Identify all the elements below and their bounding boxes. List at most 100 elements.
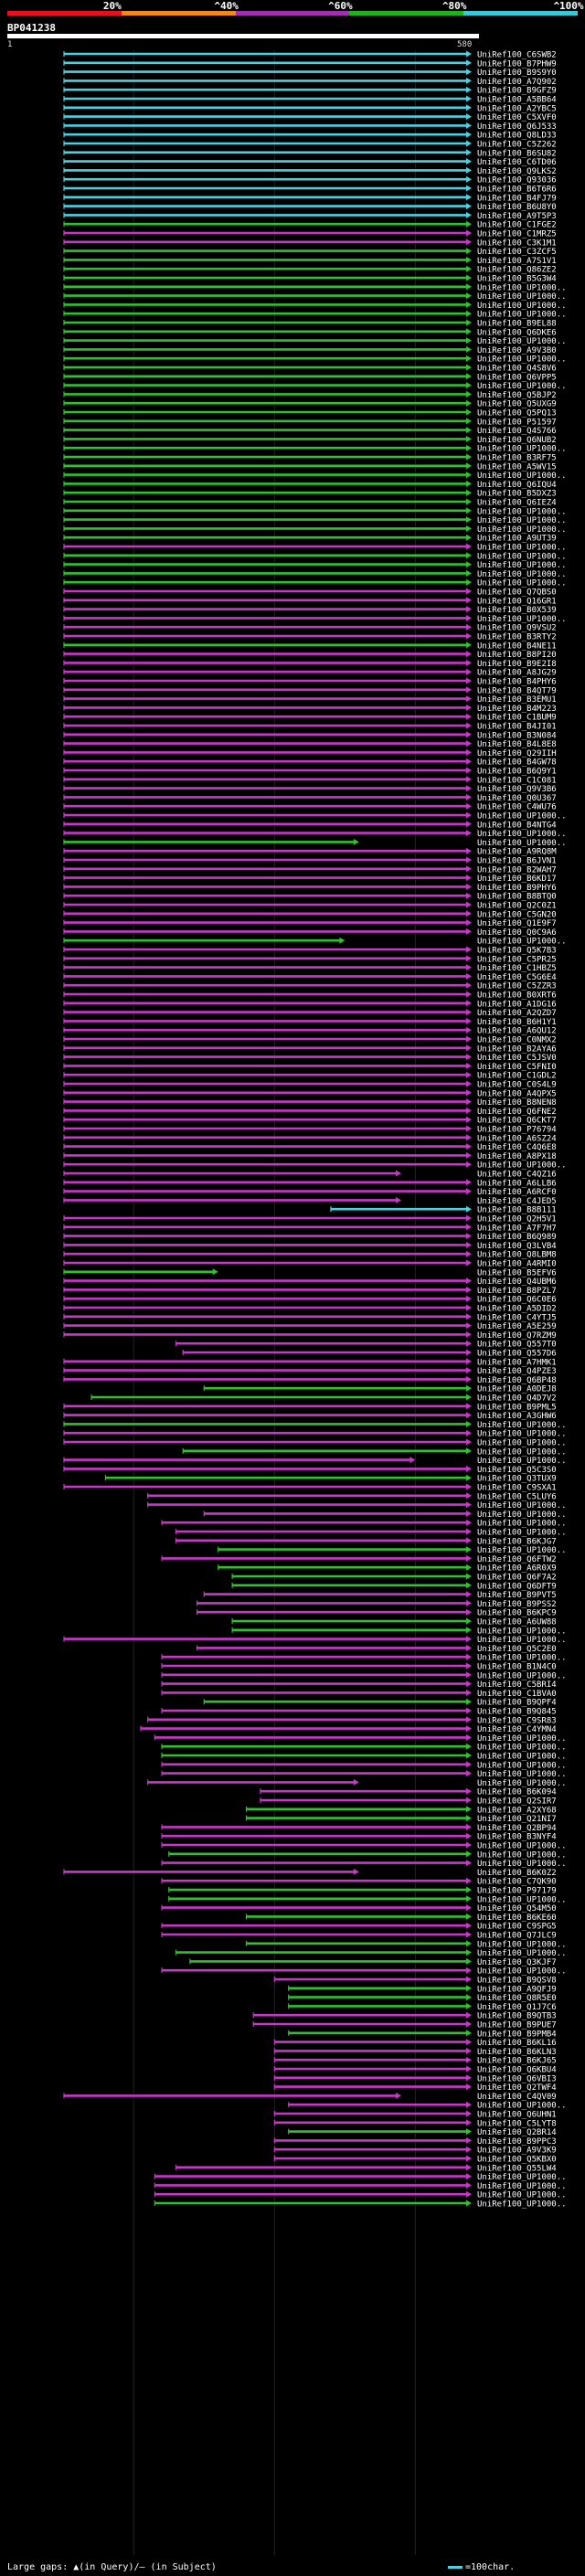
hit-row[interactable]: UniRef100_C1C081 (63, 776, 557, 785)
hit-row[interactable]: UniRef100_C3ZCF5 (63, 248, 557, 257)
hit-row[interactable]: UniRef100_UP1000.. (231, 1627, 567, 1636)
hit-name[interactable]: UniRef100_B8NEN8 (477, 1098, 557, 1108)
hit-name[interactable]: UniRef100_UP1000.. (477, 1421, 567, 1430)
hit-name[interactable]: UniRef100_UP1000.. (477, 283, 567, 292)
hit-name[interactable]: UniRef100_C5ZZR3 (477, 982, 557, 991)
hit-row[interactable]: UniRef100_B5DXZ3 (63, 489, 557, 499)
hit-row[interactable]: UniRef100_A8JG29 (63, 668, 557, 678)
hit-name[interactable]: UniRef100_C4QZ16 (477, 1171, 557, 1180)
hit-row[interactable]: UniRef100_Q9LKS2 (63, 166, 557, 176)
hit-name[interactable]: UniRef100_B9EL88 (477, 320, 557, 329)
hit-name[interactable]: UniRef100_Q8R5E0 (477, 1994, 557, 2003)
hit-name[interactable]: UniRef100_Q6FTW2 (477, 1555, 557, 1564)
hit-name[interactable]: UniRef100_Q557D6 (477, 1350, 557, 1359)
hit-row[interactable]: UniRef100_Q6UHN1 (273, 2110, 557, 2120)
hit-row[interactable]: UniRef100_C7QK90 (161, 1877, 557, 1887)
hit-name[interactable]: UniRef100_Q5KBX0 (477, 2156, 557, 2165)
hit-row[interactable]: UniRef100_Q7RZM9 (63, 1330, 557, 1341)
hit-row[interactable]: UniRef100_A2YBC5 (63, 104, 557, 113)
hit-name[interactable]: UniRef100_Q9LKS2 (477, 167, 557, 176)
hit-row[interactable]: UniRef100_Q2BR14 (288, 2128, 557, 2137)
hit-row[interactable]: UniRef100_Q2BP94 (161, 1823, 557, 1833)
hit-name[interactable]: UniRef100_A5DID2 (477, 1305, 557, 1314)
hit-row[interactable]: UniRef100_Q5K7B3 (63, 946, 557, 956)
hit-name[interactable]: UniRef100_B9Q845 (477, 1708, 557, 1717)
hit-name[interactable]: UniRef100_B3RF75 (477, 454, 557, 463)
hit-name[interactable]: UniRef100_Q1J7C6 (477, 2003, 557, 2012)
hit-name[interactable]: UniRef100_Q4UBM6 (477, 1277, 557, 1287)
hit-name[interactable]: UniRef100_B4JI01 (477, 723, 557, 732)
hit-name[interactable]: UniRef100_Q2C0Z1 (477, 902, 557, 911)
hit-row[interactable]: UniRef100_Q5PQ13 (63, 408, 557, 419)
hit-name[interactable]: UniRef100_B6K094 (477, 1788, 557, 1797)
hit-row[interactable]: UniRef100_C6TD06 (63, 158, 557, 167)
hit-name[interactable]: UniRef100_C6SWB2 (477, 51, 557, 60)
hit-row[interactable]: UniRef100_Q6DKE6 (63, 328, 557, 337)
hit-name[interactable]: UniRef100_B9PVT5 (477, 1591, 557, 1600)
hit-row[interactable]: UniRef100_UP1000.. (161, 1966, 567, 1977)
hit-name[interactable]: UniRef100_B6SU82 (477, 149, 557, 158)
hit-name[interactable]: UniRef100_B6KE60 (477, 1913, 557, 1923)
hit-row[interactable]: UniRef100_UP1000.. (147, 1501, 567, 1511)
hit-name[interactable]: UniRef100_UP1000.. (477, 570, 567, 579)
hit-name[interactable]: UniRef100_A5E259 (477, 1322, 557, 1331)
hit-name[interactable]: UniRef100_UP1000.. (477, 1761, 567, 1770)
hit-name[interactable]: UniRef100_Q2BP94 (477, 1824, 557, 1833)
hit-row[interactable]: UniRef100_Q16GR1 (63, 597, 557, 606)
hit-name[interactable]: UniRef100_Q0C9A6 (477, 928, 557, 938)
hit-row[interactable]: UniRef100_UP1000.. (63, 830, 567, 839)
hit-row[interactable]: UniRef100_C5BRI4 (161, 1680, 557, 1690)
hit-row[interactable]: UniRef100_C1BVA0 (161, 1689, 557, 1699)
hit-name[interactable]: UniRef100_Q4S8V6 (477, 365, 557, 374)
hit-name[interactable]: UniRef100_Q54M50 (477, 1904, 557, 1913)
hit-row[interactable]: UniRef100_A7F7H7 (63, 1224, 557, 1233)
hit-row[interactable]: UniRef100_A9T5P3 (63, 211, 557, 221)
hit-name[interactable]: UniRef100_UP1000.. (477, 812, 567, 822)
hit-row[interactable]: UniRef100_UP1000.. (161, 1653, 567, 1663)
hit-name[interactable]: UniRef100_B9PML5 (477, 1403, 557, 1412)
hit-name[interactable]: UniRef100_B3NYF4 (477, 1833, 557, 1842)
hit-name[interactable]: UniRef100_Q6IEZ4 (477, 499, 557, 508)
hit-name[interactable]: UniRef100_B3EMU1 (477, 695, 557, 705)
hit-row[interactable]: UniRef100_Q8R5E0 (288, 1994, 557, 2003)
hit-name[interactable]: UniRef100_C5GN20 (477, 910, 557, 919)
hit-row[interactable]: UniRef100_Q6VPP5 (63, 373, 557, 382)
hit-name[interactable]: UniRef100_Q3KJF7 (477, 1958, 557, 1967)
hit-name[interactable]: UniRef100_B6KJ65 (477, 2057, 557, 2066)
hit-name[interactable]: UniRef100_Q2TWF4 (477, 2083, 557, 2093)
hit-name[interactable]: UniRef100_B8PZL7 (477, 1287, 557, 1296)
hit-row[interactable]: UniRef100_A7HMK1 (63, 1358, 557, 1367)
hit-name[interactable]: UniRef100_C4Q6E8 (477, 1143, 557, 1152)
hit-name[interactable]: UniRef100_UP1000.. (477, 507, 567, 516)
hit-name[interactable]: UniRef100_Q2SIR7 (477, 1797, 557, 1807)
hit-name[interactable]: UniRef100_Q4PZE3 (477, 1367, 557, 1376)
hit-name[interactable]: UniRef100_UP1000.. (477, 1546, 567, 1555)
hit-name[interactable]: UniRef100_UP1000.. (477, 544, 567, 553)
hit-name[interactable]: UniRef100_A9V3K9 (477, 2147, 557, 2156)
hit-row[interactable]: UniRef100_Q9V3B6 (63, 785, 557, 794)
hit-row[interactable]: UniRef100_B4JI01 (63, 722, 557, 732)
hit-row[interactable]: UniRef100_B9E2I8 (63, 659, 557, 669)
hit-name[interactable]: UniRef100_B8PI20 (477, 651, 557, 660)
hit-row[interactable]: UniRef100_UP1000.. (63, 1457, 567, 1466)
hit-name[interactable]: UniRef100_Q6FNE2 (477, 1108, 557, 1117)
hit-row[interactable]: UniRef100_UP1000.. (63, 561, 567, 570)
hit-row[interactable]: UniRef100_Q6C0E6 (63, 1295, 557, 1305)
hit-name[interactable]: UniRef100_C4WU76 (477, 803, 557, 812)
hit-row[interactable]: UniRef100_B1N4C0 (161, 1662, 557, 1672)
hit-row[interactable]: UniRef100_A9QFJ9 (288, 1985, 557, 1994)
hit-name[interactable]: UniRef100_C1MRZ5 (477, 230, 557, 239)
hit-row[interactable]: UniRef100_B6H1Y1 (63, 1017, 557, 1027)
hit-row[interactable]: UniRef100_Q3TUX9 (104, 1474, 557, 1484)
hit-name[interactable]: UniRef100_A2QZD7 (477, 1009, 557, 1018)
hit-name[interactable]: UniRef100_Q557T0 (477, 1341, 557, 1350)
hit-name[interactable]: UniRef100_A6R0X9 (477, 1564, 557, 1574)
hit-name[interactable]: UniRef100_A9UT39 (477, 535, 557, 544)
hit-row[interactable]: UniRef100_A5E259 (63, 1322, 557, 1331)
hit-name[interactable]: UniRef100_UP1000.. (477, 525, 567, 535)
hit-row[interactable]: UniRef100_B3EMU1 (63, 695, 557, 705)
hit-name[interactable]: UniRef100_A6UW88 (477, 1618, 557, 1627)
hit-row[interactable]: UniRef100_Q7QBS0 (63, 588, 557, 598)
hit-name[interactable]: UniRef100_B4PHY6 (477, 678, 557, 687)
hit-row[interactable]: UniRef100_Q4S766 (63, 427, 557, 436)
